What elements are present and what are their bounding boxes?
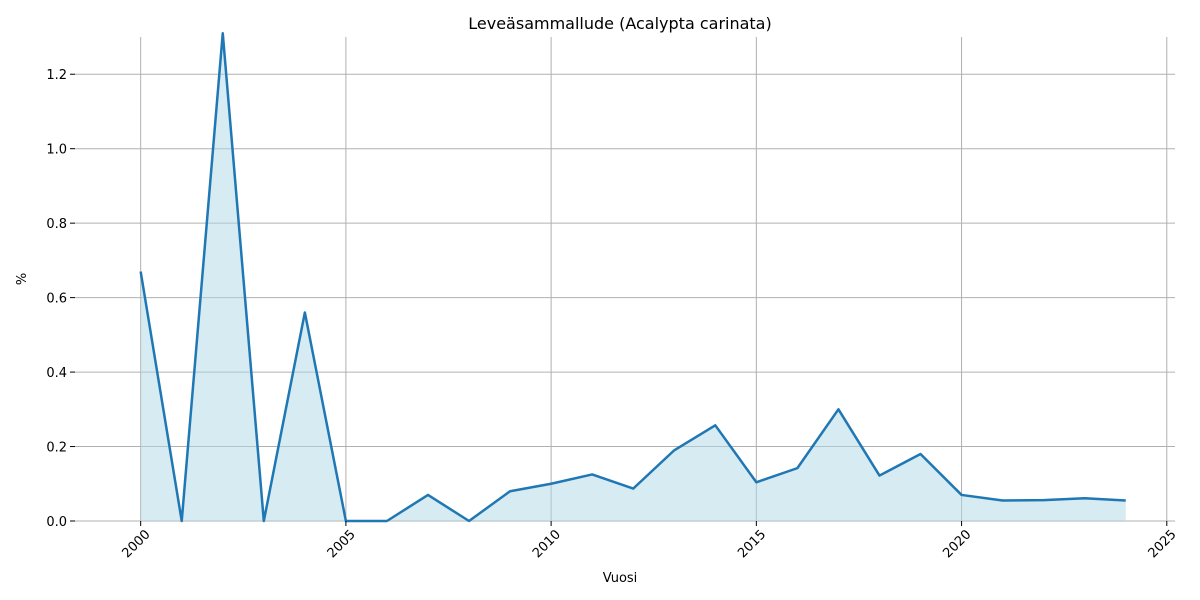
y-tick-label: 0.0 <box>46 515 67 530</box>
y-tick-label: 1.2 <box>46 68 67 83</box>
y-tick-label: 0.4 <box>46 366 67 381</box>
x-axis-label: Vuosi <box>603 571 638 586</box>
x-axis-ticks: 2000 2005 2010 2015 2020 2025 <box>119 521 1180 561</box>
y-tick-label: 0.8 <box>46 217 67 232</box>
y-axis-ticks: 0.0 0.2 0.4 0.6 0.8 1.0 1.2 <box>46 68 75 530</box>
y-tick-label: 0.6 <box>46 292 67 307</box>
x-tick-label: 2000 <box>119 527 153 561</box>
series-line <box>139 32 1126 523</box>
x-tick-label: 2005 <box>325 527 359 561</box>
area-fill <box>140 33 1126 521</box>
chart-title: Leveäsammallude (Acalypta carinata) <box>468 14 771 33</box>
y-tick-label: 1.0 <box>46 143 67 158</box>
x-tick-label: 2015 <box>735 527 769 561</box>
y-tick-label: 0.2 <box>46 441 67 456</box>
x-tick-label: 2020 <box>940 527 974 561</box>
x-tick-label: 2025 <box>1146 527 1180 561</box>
x-tick-label: 2010 <box>530 527 564 561</box>
y-axis-label: % <box>15 273 30 285</box>
